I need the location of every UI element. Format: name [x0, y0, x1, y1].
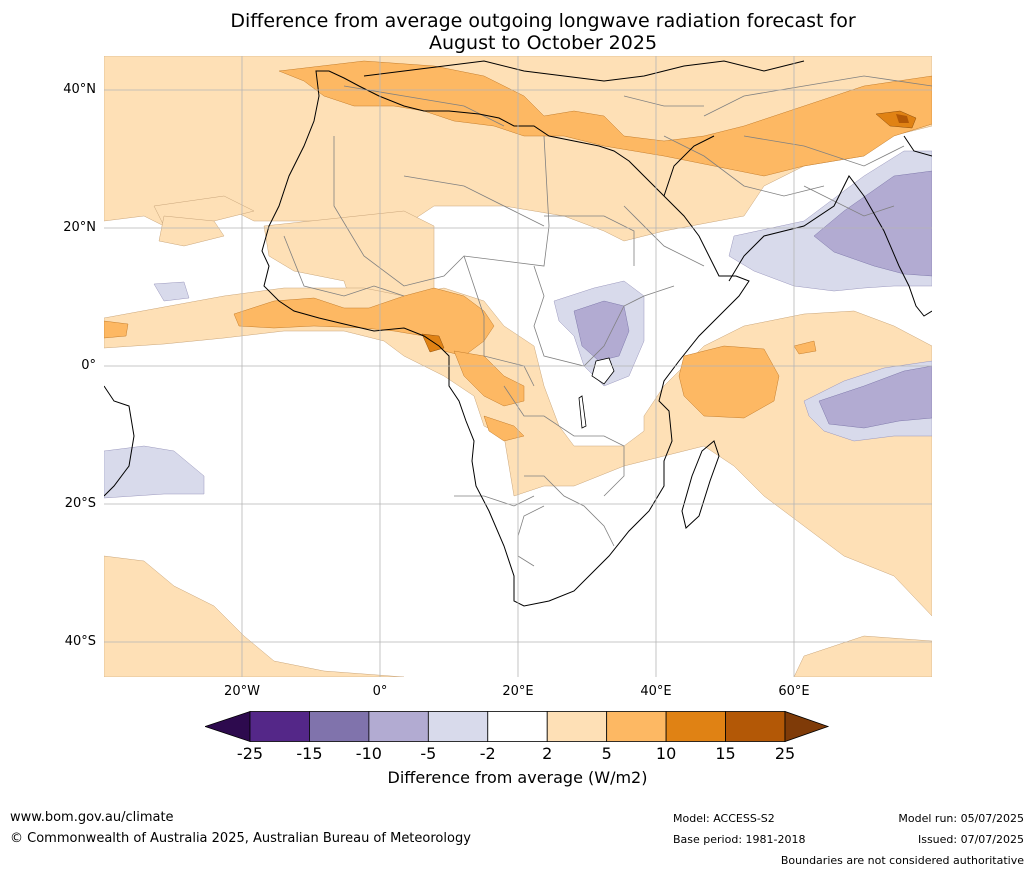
colorbar-bin: [368, 711, 429, 742]
colorbar-tick-label: 5: [601, 744, 612, 763]
lakes: [578, 357, 615, 429]
olr-anomaly-map: [104, 56, 932, 677]
lat-label-40s: 40°S: [64, 634, 96, 649]
anomaly-15-to-25-regions: [896, 114, 909, 123]
colorbar-extend-high: [784, 710, 830, 743]
footer-website: www.bom.gov.au/climate: [10, 810, 174, 825]
footer-disclaimer: Boundaries are not considered authoritat…: [780, 854, 1024, 867]
map-panel: [104, 56, 932, 677]
title-line-2: August to October 2025: [428, 32, 658, 54]
footer-base-period: Base period: 1981-2018: [673, 833, 806, 846]
colorbar-bin: [249, 711, 310, 742]
footer-issued: Issued: 07/07/2025: [917, 833, 1024, 846]
lon-label-20w: 20°W: [224, 684, 260, 699]
map-title: Difference from average outgoing longwav…: [150, 10, 936, 54]
colorbar-bin: [546, 711, 608, 742]
colorbar-tick-label: -25: [236, 744, 264, 763]
lat-label-20s: 20°S: [64, 496, 96, 511]
footer-model: Model: ACCESS-S2: [673, 812, 775, 825]
lon-label-60e: 60°E: [778, 684, 810, 699]
colorbar-bin: [665, 711, 726, 742]
colorbar-tick-label: 10: [655, 744, 677, 763]
lon-label-0: 0°: [372, 684, 388, 699]
lon-label-40e: 40°E: [640, 684, 672, 699]
colorbar-bins: [249, 711, 786, 742]
colorbar-tick-label: -10: [355, 744, 382, 763]
colorbar-bin: [725, 711, 786, 742]
colorbar-tick-label: 15: [715, 744, 736, 763]
lat-label-equator: 0°: [81, 358, 96, 373]
coastlines: [104, 60, 932, 607]
footer-model-run: Model run: 05/07/2025: [898, 812, 1024, 825]
colorbar-tick-label: 2: [542, 744, 553, 763]
colorbar-bin: [427, 711, 489, 742]
lat-label-40n: 40°N: [63, 82, 96, 97]
colorbar: [205, 710, 830, 743]
colorbar-tick-label: -2: [479, 744, 496, 763]
colorbar-bin: [606, 711, 667, 742]
colorbar-tick-label: -15: [296, 744, 323, 763]
colorbar-title: Difference from average (W/m2): [387, 768, 648, 787]
lon-label-20e: 20°E: [502, 684, 534, 699]
lat-label-20n: 20°N: [63, 220, 96, 235]
anomaly-neg5-to-neg10-regions: [573, 170, 932, 429]
colorbar-tick-label: -5: [420, 744, 437, 763]
colorbar-tick-label: 25: [774, 744, 796, 763]
footer-copyright: © Commonwealth of Australia 2025, Austra…: [10, 831, 471, 846]
colorbar-bin: [487, 711, 548, 742]
colorbar-extend-low: [205, 710, 251, 743]
graticule: [104, 56, 932, 677]
colorbar-bin: [309, 711, 370, 742]
title-line-1: Difference from average outgoing longwav…: [230, 10, 856, 32]
